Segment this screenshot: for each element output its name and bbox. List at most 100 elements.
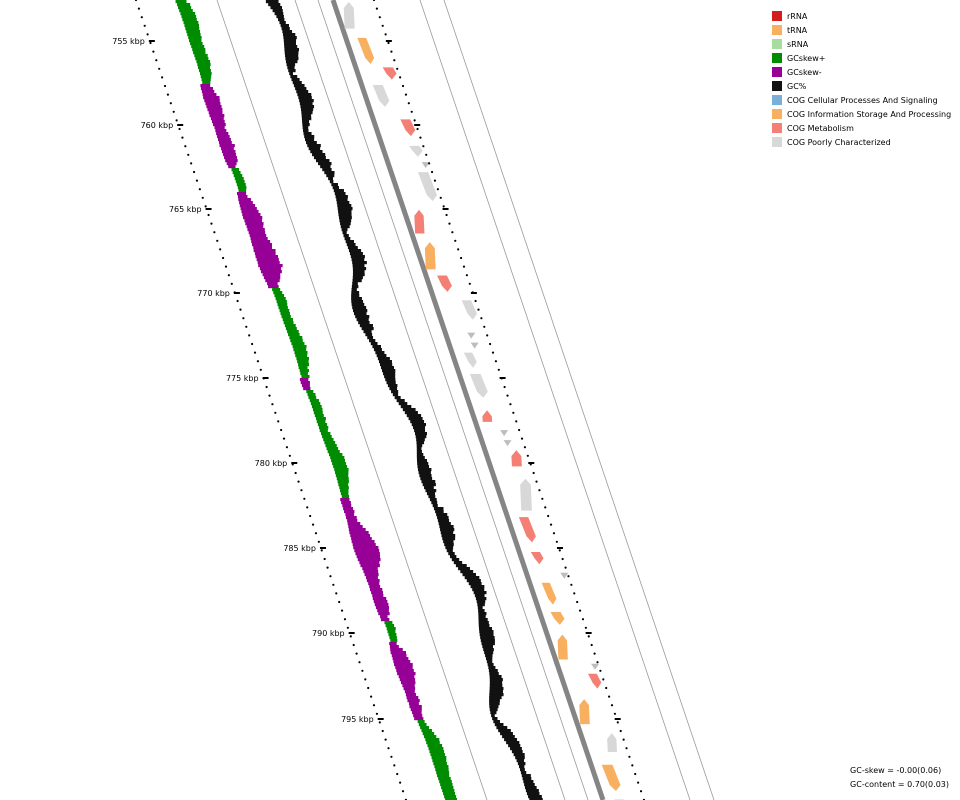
cog-feature-arrow: [400, 119, 416, 137]
gc-skew-bar: [272, 288, 281, 292]
ruler-dot: [338, 600, 341, 604]
gc-skew-bar: [393, 660, 411, 664]
gc-skew-bar: [318, 426, 329, 430]
gc-content-bar: [313, 156, 326, 160]
gc-content-bar: [339, 219, 352, 223]
ruler-dot: [271, 403, 274, 406]
gc-content-bar: [444, 543, 454, 547]
gc-skew-bar: [404, 690, 415, 694]
gc-skew-bar: [407, 699, 420, 703]
gc-content-bar: [479, 630, 494, 634]
gc-skew-bar: [366, 576, 378, 580]
legend-item-gc-percent: GC%: [772, 79, 951, 93]
gc-content-bar: [348, 249, 362, 253]
gc-skew-bar: [441, 786, 454, 790]
ruler-dot: [390, 755, 393, 758]
cog-feature-arrow: [579, 699, 590, 725]
gc-skew-bar: [288, 333, 300, 337]
ruler-dot: [480, 317, 483, 320]
gc-content-bar: [516, 759, 525, 763]
gc-content-bar: [276, 15, 284, 19]
ruler-dot: [340, 609, 344, 612]
gc-content-bar: [478, 627, 493, 631]
gc-skew-bar: [397, 672, 416, 676]
gc-skew-bar: [199, 69, 211, 73]
legend-swatch: [772, 137, 782, 147]
gc-content-bar: [476, 600, 486, 604]
gc-content-bar: [416, 459, 428, 463]
gc-skew-bar: [224, 156, 238, 160]
cog-feature-arrow: [550, 611, 565, 625]
cog-feature-arrow: [414, 209, 425, 234]
gc-content-bar: [520, 771, 527, 775]
gc-skew-track: [175, 0, 458, 800]
gc-skew-bar: [384, 621, 393, 625]
gc-skew-bar: [192, 48, 206, 52]
gc-content-bar: [351, 288, 357, 292]
gc-skew-bar: [178, 6, 192, 10]
gc-content-bar: [437, 519, 450, 523]
gc-content-bar: [480, 639, 495, 643]
gc-skew-bar: [431, 756, 447, 760]
gc-content-bar: [289, 72, 293, 76]
ruler-dot: [306, 506, 309, 509]
ruler-dot: [303, 497, 306, 500]
gc-skew-bar: [291, 342, 305, 346]
gc-skew-bar: [245, 222, 264, 226]
ruler-dot: [616, 721, 619, 724]
ruler-dot: [532, 471, 535, 475]
gc-content-bar: [302, 123, 310, 127]
gc-skew-bar: [175, 0, 187, 4]
gc-skew-bar: [335, 474, 349, 478]
ruler-dot: [576, 600, 579, 604]
gc-skew-bar: [253, 246, 273, 250]
gc-skew-bar: [273, 291, 283, 295]
gc-content-bar: [478, 609, 485, 613]
gc-skew-bar: [340, 489, 349, 493]
gc-content-bar: [415, 435, 427, 439]
gc-content-bar: [285, 60, 298, 64]
ruler-dot: [451, 231, 454, 234]
legend-item-gcskew-plus: GCskew+: [772, 51, 951, 65]
legend-swatch: [772, 95, 782, 105]
gc-skew-bar: [344, 510, 355, 514]
gc-skew-bar: [400, 681, 416, 685]
gc-content-bar: [498, 729, 511, 733]
gc-content-bar: [312, 153, 326, 157]
ruler-dot: [381, 24, 384, 27]
gc-skew-bar: [347, 522, 361, 526]
ruler-dot: [346, 626, 349, 629]
ruler-dot: [497, 368, 500, 371]
gc-skew-bar: [198, 66, 211, 70]
ruler-dot: [613, 712, 617, 715]
gc-content-track: [265, 0, 543, 800]
gc-content-bar: [416, 444, 423, 448]
gc-content-bar: [432, 504, 438, 508]
gc-content-bar: [500, 732, 513, 736]
gc-content-bar: [352, 264, 365, 268]
track-guide-line: [216, 0, 488, 800]
gc-content-bar: [284, 45, 298, 49]
gc-skew-bar: [442, 789, 455, 793]
ruler-dot: [491, 351, 495, 354]
ruler-dot: [155, 59, 158, 62]
ruler-dot: [166, 93, 170, 96]
gc-content-bar: [473, 591, 487, 595]
gc-content-bar: [345, 240, 355, 244]
gc-content-bar: [376, 354, 387, 358]
gc-skew-bar: [258, 264, 283, 268]
gc-content-bar: [356, 318, 369, 322]
gc-content-bar: [303, 129, 309, 133]
gc-skew-bar: [210, 117, 224, 121]
gc-skew-bar: [255, 255, 279, 259]
track-guide-line: [294, 0, 566, 800]
ruler-dot: [439, 196, 442, 199]
legend-label: COG Information Storage And Processing: [787, 109, 952, 119]
cog-feature-arrow: [424, 242, 436, 270]
cog-feature-arrow: [382, 67, 397, 80]
gc-content-bar: [489, 681, 503, 685]
cog-feature-marker: [560, 572, 569, 579]
gc-content-bar: [416, 441, 425, 445]
gc-skew-bar: [190, 42, 203, 46]
